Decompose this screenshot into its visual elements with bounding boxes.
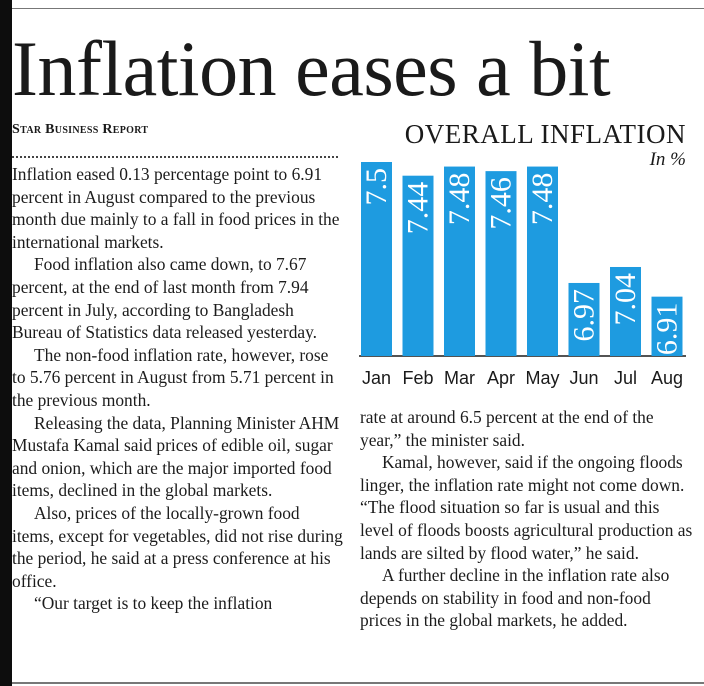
- bar-aug: [651, 296, 683, 356]
- bar-jun: [568, 282, 600, 356]
- article-column-2: rate at around 6.5 percent at the end of…: [360, 406, 696, 632]
- left-edge-bar: [0, 0, 12, 686]
- byline: Star Business Report: [12, 122, 149, 137]
- bar-feb: [402, 175, 434, 356]
- x-axis-tick-labels: Jan Feb Mar Apr May Jun Jul Aug: [362, 368, 683, 388]
- bar-apr: [485, 171, 517, 356]
- paragraph: A further decline in the inflation rate …: [360, 565, 670, 631]
- inflation-bar-chart: 7.5 7.44 7.48 7.46 7.486.97 7.046.91 Jan Feb Ma…: [359, 162, 686, 388]
- bar-may: [527, 166, 558, 356]
- paragraph: Releasing the data, Planning Minister AH…: [12, 412, 340, 501]
- bars-group: 7.5 7.44 7.48 7.46 7.486.97 7.046.91: [360, 162, 684, 356]
- chart-unit-label: In %: [649, 149, 686, 170]
- paragraph: Food inflation also came down, to 7.67 p…: [12, 254, 318, 343]
- bar-value-label: 7.44: [402, 182, 435, 235]
- x-tick-label: Jan: [362, 368, 391, 388]
- paragraph: The non-food inflation rate, however, ro…: [12, 344, 334, 410]
- top-rule: [12, 8, 704, 9]
- paragraph: “Our target is to keep the inflation: [34, 593, 273, 614]
- bar-mar: [444, 166, 475, 356]
- paragraph: Kamal, however, said if the ongoing floo…: [360, 452, 693, 563]
- paragraph: Inflation eased 0.13 percentage point to…: [12, 164, 340, 252]
- x-tick-label: Aug: [651, 368, 683, 388]
- bar-value-label: 7.48: [526, 173, 559, 225]
- x-tick-label: Feb: [402, 368, 433, 388]
- bar-value-label: 6.97: [568, 289, 601, 342]
- bar-jul: [610, 266, 641, 356]
- x-tick-label: Apr: [487, 368, 515, 388]
- byline-dotted-rule: [12, 156, 338, 158]
- x-tick-label: Mar: [444, 368, 475, 388]
- x-tick-label: May: [525, 368, 559, 388]
- bar-value-label: 6.91: [651, 303, 684, 356]
- paragraph: Also, prices of the locally-grown food i…: [12, 502, 343, 591]
- x-tick-label: Jun: [569, 368, 598, 388]
- bar-value-label: 7.46: [485, 177, 518, 230]
- paragraph: rate at around 6.5 percent at the end of…: [360, 407, 654, 450]
- x-tick-label: Jul: [614, 368, 637, 388]
- bar-value-label: 7.04: [609, 273, 642, 326]
- bottom-rule: [12, 682, 704, 684]
- bar-value-label: 7.5: [360, 168, 393, 206]
- bar-jan: [361, 162, 392, 356]
- chart-title: OVERALL INFLATION: [404, 119, 686, 149]
- headline: Inflation eases a bit: [12, 25, 611, 112]
- article-column-1: Inflation eased 0.13 percentage point to…: [12, 163, 344, 615]
- bar-value-label: 7.48: [443, 173, 476, 225]
